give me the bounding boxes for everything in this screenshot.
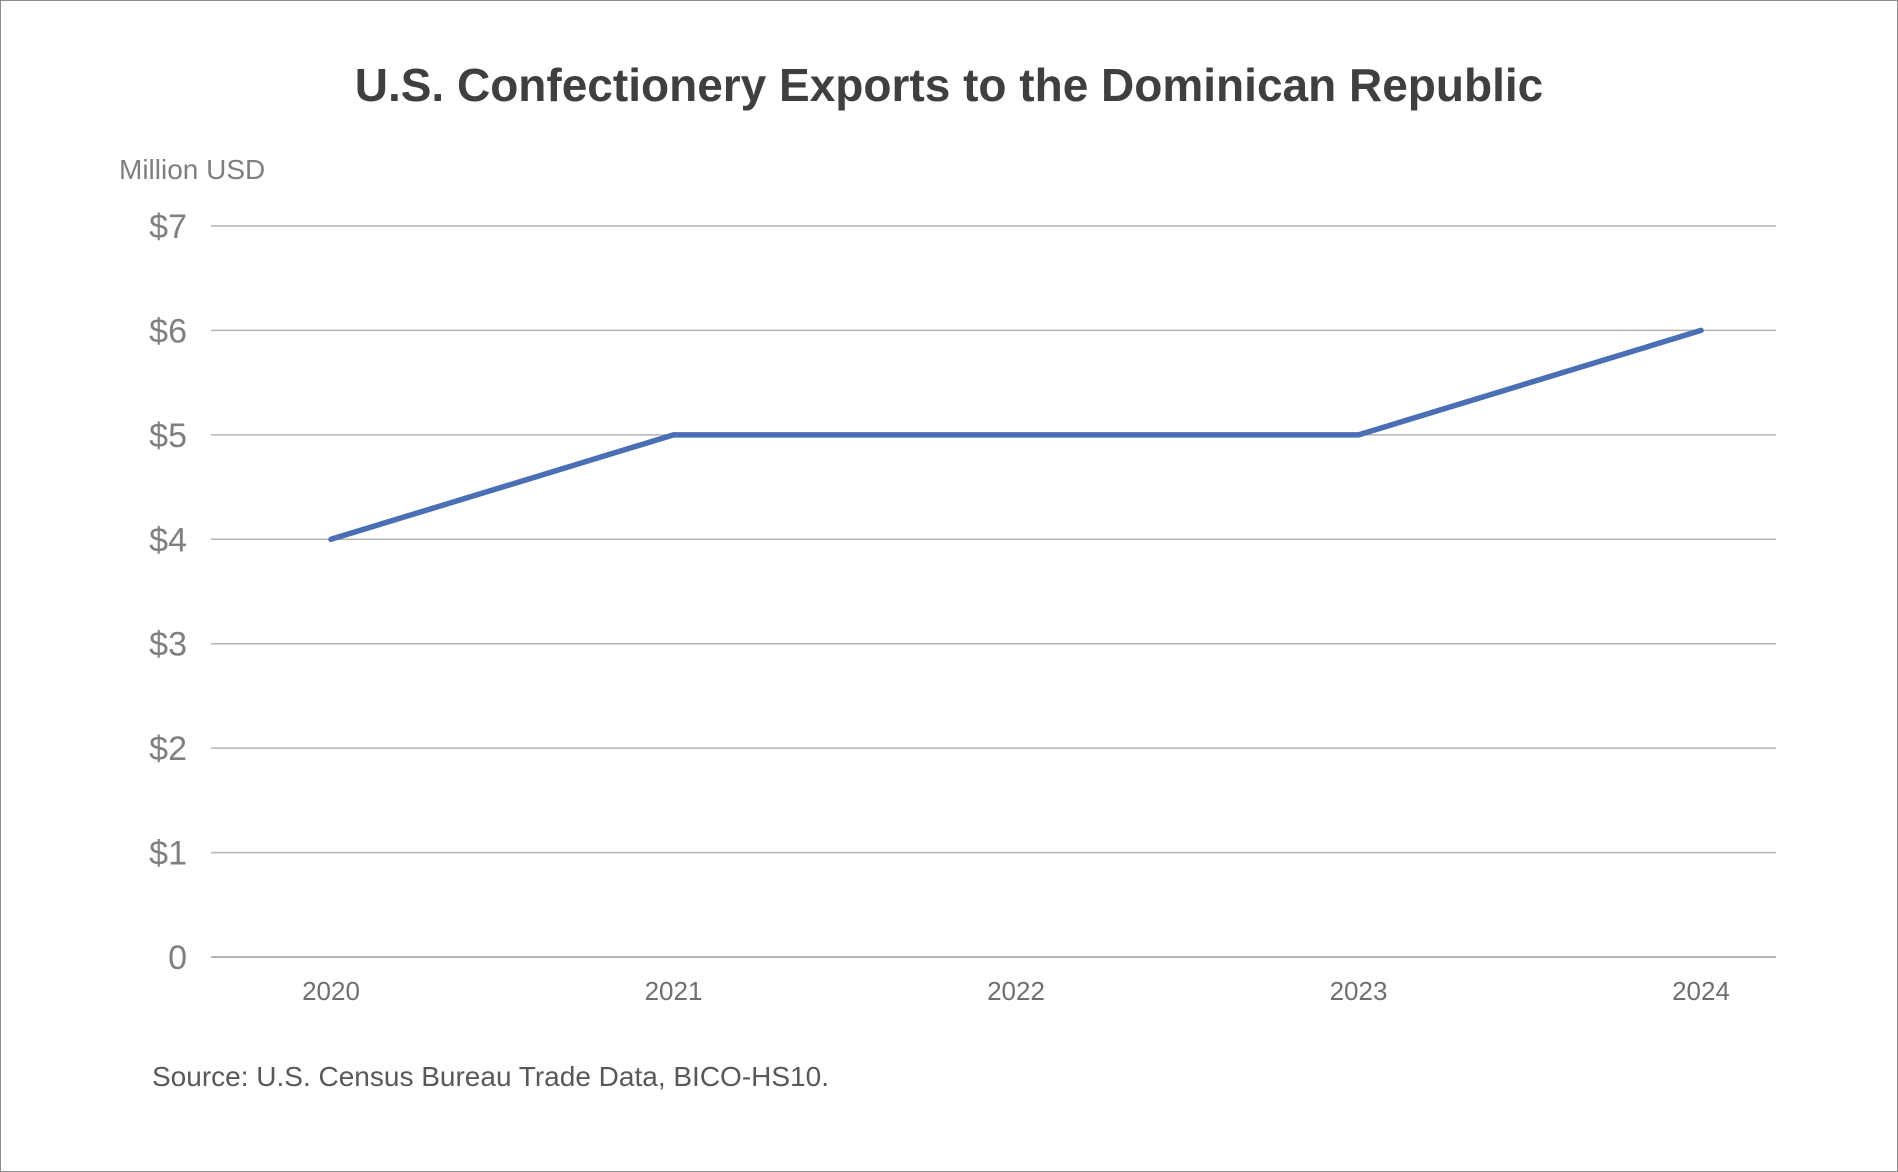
- x-axis-ticks: 2020 2021 2022 2023 2024: [302, 976, 1730, 1006]
- y-tick-label: $3: [149, 626, 187, 664]
- y-tick-label: $2: [149, 730, 187, 768]
- y-tick-label: $4: [149, 521, 187, 559]
- y-axis-unit-label: Million USD: [119, 154, 265, 185]
- data-point: [1013, 432, 1019, 438]
- x-tick-label: 2022: [987, 976, 1045, 1006]
- y-tick-label: $5: [149, 417, 187, 455]
- data-point: [1356, 432, 1361, 438]
- x-tick-label: 2021: [645, 976, 703, 1006]
- y-tick-label: $6: [149, 312, 187, 350]
- y-axis-ticks: 0 $1 $2 $3 $4 $5 $6 $7: [149, 208, 187, 977]
- y-tick-label: $7: [149, 208, 187, 246]
- y-tick-label: 0: [168, 939, 187, 977]
- y-tick-label: $1: [149, 835, 187, 873]
- series-group: [328, 327, 1704, 543]
- chart-title: U.S. Confectionery Exports to the Domini…: [355, 59, 1543, 111]
- data-point: [671, 432, 676, 438]
- x-tick-label: 2023: [1330, 976, 1388, 1006]
- gridlines: [211, 225, 1776, 958]
- x-tick-label: 2024: [1672, 976, 1730, 1006]
- data-point: [1698, 327, 1704, 333]
- data-point: [328, 536, 334, 542]
- x-tick-label: 2020: [302, 976, 360, 1006]
- source-note: Source: U.S. Census Bureau Trade Data, B…: [152, 1061, 829, 1092]
